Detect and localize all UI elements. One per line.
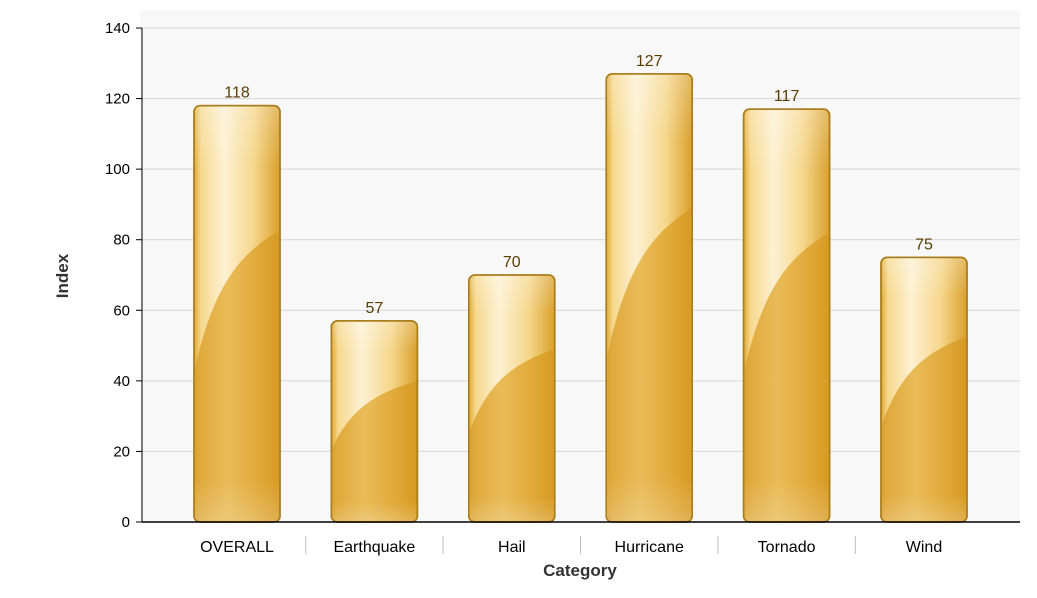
y-tick-label: 120 bbox=[105, 91, 130, 108]
data-label: 70 bbox=[503, 254, 521, 271]
x-tick-label: Hail bbox=[498, 539, 526, 556]
y-tick-label: 140 bbox=[105, 20, 130, 37]
bars bbox=[193, 73, 968, 523]
bar-sheen bbox=[882, 258, 966, 521]
x-tick-label: Hurricane bbox=[615, 539, 684, 556]
bar bbox=[742, 108, 831, 523]
bar bbox=[605, 73, 693, 523]
y-tick-labels: 0 20 40 60 80 100 120 140 bbox=[105, 20, 130, 531]
x-tick-labels: OVERALL Earthquake Hail Hurricane Tornado Win… bbox=[200, 539, 942, 556]
bar bbox=[193, 104, 281, 523]
plot-background bbox=[140, 10, 1020, 522]
bar bbox=[468, 274, 556, 523]
data-label: 75 bbox=[915, 236, 933, 253]
bar-sheen bbox=[332, 321, 417, 521]
x-tick-label: OVERALL bbox=[200, 539, 274, 556]
axes bbox=[136, 27, 1020, 554]
y-tick-label: 20 bbox=[113, 443, 130, 460]
x-tick-label: Wind bbox=[906, 539, 942, 556]
y-tick-label: 40 bbox=[113, 373, 130, 390]
y-tick-label: 0 bbox=[122, 514, 130, 531]
data-labels: 118 57 70 127 117 75 bbox=[224, 53, 933, 317]
data-label: 57 bbox=[366, 300, 384, 317]
y-tick-label: 60 bbox=[113, 302, 130, 319]
bar bbox=[330, 320, 419, 523]
grid-lines bbox=[142, 27, 1020, 452]
bar-sheen bbox=[744, 110, 829, 522]
data-label: 117 bbox=[774, 88, 800, 105]
x-tick-label: Earthquake bbox=[333, 539, 415, 556]
bar-sheen bbox=[469, 276, 554, 521]
y-tick-label: 80 bbox=[113, 232, 130, 249]
bar bbox=[880, 256, 968, 523]
bar-sheen bbox=[607, 74, 692, 521]
y-tick-label: 100 bbox=[105, 161, 130, 178]
data-label: 118 bbox=[224, 85, 250, 102]
y-axis-title: Index bbox=[53, 253, 72, 298]
data-label: 127 bbox=[636, 53, 663, 70]
bar-sheen bbox=[195, 106, 279, 521]
x-tick-label: Tornado bbox=[758, 539, 816, 556]
x-axis-title: Category bbox=[543, 561, 617, 580]
